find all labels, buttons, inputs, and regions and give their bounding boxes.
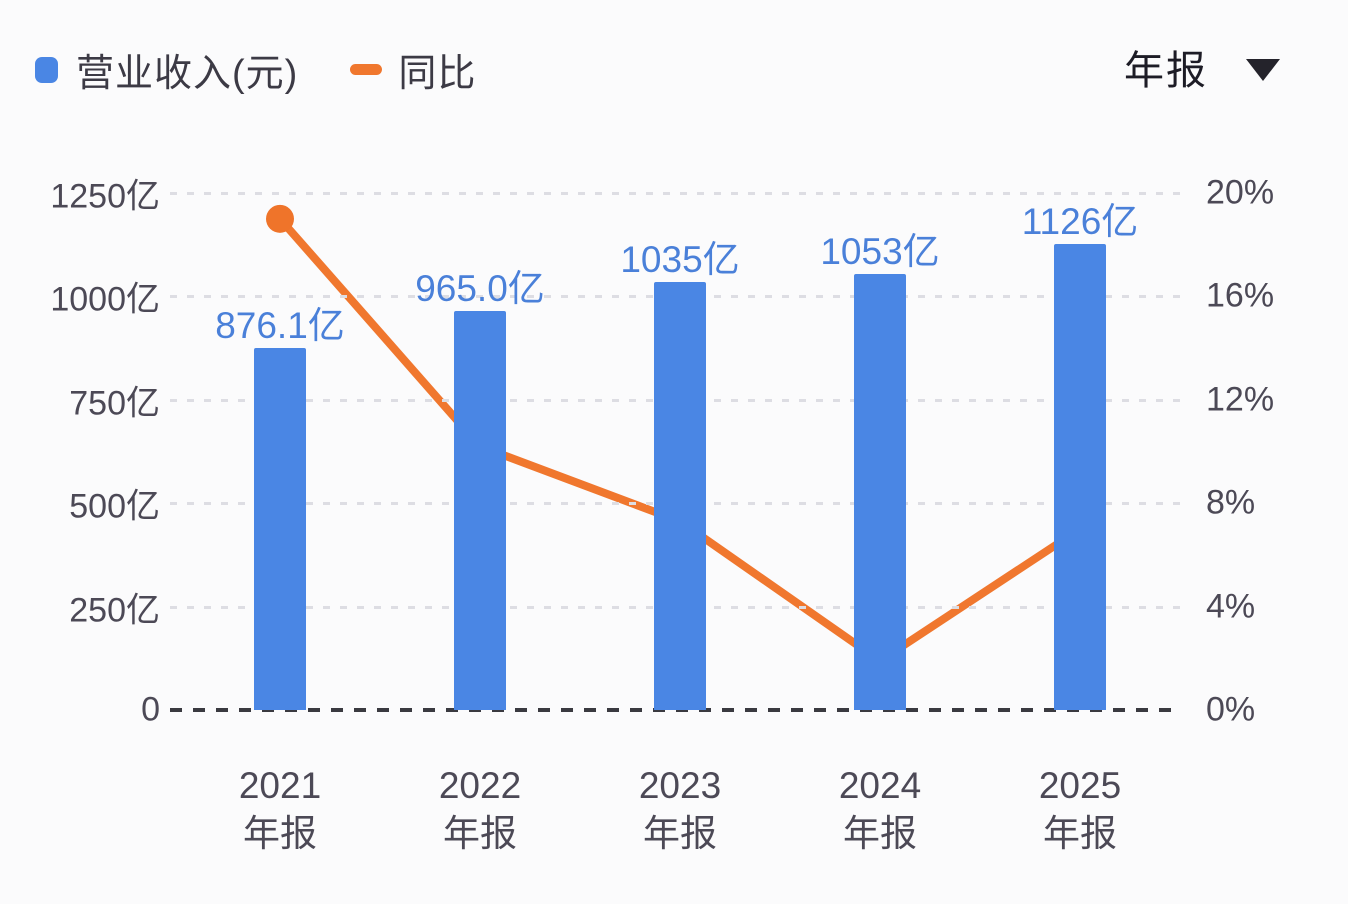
chevron-down-icon	[1246, 59, 1280, 81]
x-axis-label-2025: 2025 年报	[970, 762, 1190, 858]
bar-2023[interactable]	[654, 281, 706, 710]
bar-value-label: 876.1亿	[215, 304, 345, 346]
y-axis-right-tick: 20%	[1206, 173, 1275, 212]
x-label-period: 年报	[1043, 813, 1117, 855]
x-label-year: 2021	[238, 765, 322, 806]
bar-value-label: 1035亿	[620, 238, 740, 280]
y-axis-right-tick: 16%	[1206, 276, 1275, 315]
legend-yoy-label: 同比	[398, 53, 477, 95]
x-label-year: 2023	[638, 765, 722, 806]
yoy-dash-icon	[350, 64, 383, 75]
legend-revenue-label: 营业收入(元)	[76, 53, 299, 95]
period-selector[interactable]: 年报	[1124, 38, 1280, 96]
x-label-year: 2024	[838, 765, 922, 806]
y-axis-left-tick: 500亿	[69, 487, 160, 526]
y-axis-right-tick: 0%	[1206, 690, 1256, 729]
x-label-period: 年报	[443, 813, 517, 855]
bar-value-label: 1053亿	[820, 231, 940, 273]
bar-2021[interactable]	[254, 347, 306, 710]
yoy-point-2021[interactable]	[266, 204, 294, 233]
y-axis-left-tick: 750亿	[69, 384, 160, 423]
revenue-swatch-icon	[35, 56, 58, 83]
x-axis-label-2023: 2023 年报	[570, 762, 790, 858]
x-label-period: 年报	[843, 813, 917, 855]
zero-axis-line	[170, 708, 1180, 712]
x-axis-label-2024: 2024 年报	[770, 762, 990, 858]
period-selector-value: 年报	[1124, 49, 1208, 93]
x-label-year: 2022	[438, 765, 522, 806]
y-axis-right-tick: 12%	[1206, 380, 1275, 419]
bar-2022[interactable]	[454, 310, 506, 710]
bar-2024[interactable]	[854, 274, 906, 710]
y-axis-left-tick: 1000亿	[50, 280, 160, 319]
x-label-period: 年报	[643, 813, 717, 855]
y-axis-left-tick: 1250亿	[50, 177, 160, 216]
x-axis-label-2022: 2022 年报	[370, 762, 590, 858]
y-axis-left-tick: 0	[141, 690, 160, 729]
gridline	[170, 192, 1180, 195]
legend: 营业收入(元) 同比	[35, 42, 476, 97]
x-axis-label-2021: 2021 年报	[170, 762, 390, 858]
bar-value-label: 965.0亿	[415, 267, 545, 309]
bar-value-label: 1126亿	[1021, 201, 1139, 243]
legend-item-yoy[interactable]: 同比	[350, 42, 476, 97]
y-axis-right-tick: 4%	[1206, 587, 1256, 626]
y-axis-left-tick: 250亿	[69, 591, 160, 630]
bar-2025[interactable]	[1054, 244, 1106, 710]
y-axis-right-tick: 8%	[1206, 483, 1256, 522]
x-label-year: 2025	[1038, 765, 1122, 806]
legend-item-revenue[interactable]: 营业收入(元)	[35, 42, 298, 97]
x-label-period: 年报	[243, 813, 317, 855]
